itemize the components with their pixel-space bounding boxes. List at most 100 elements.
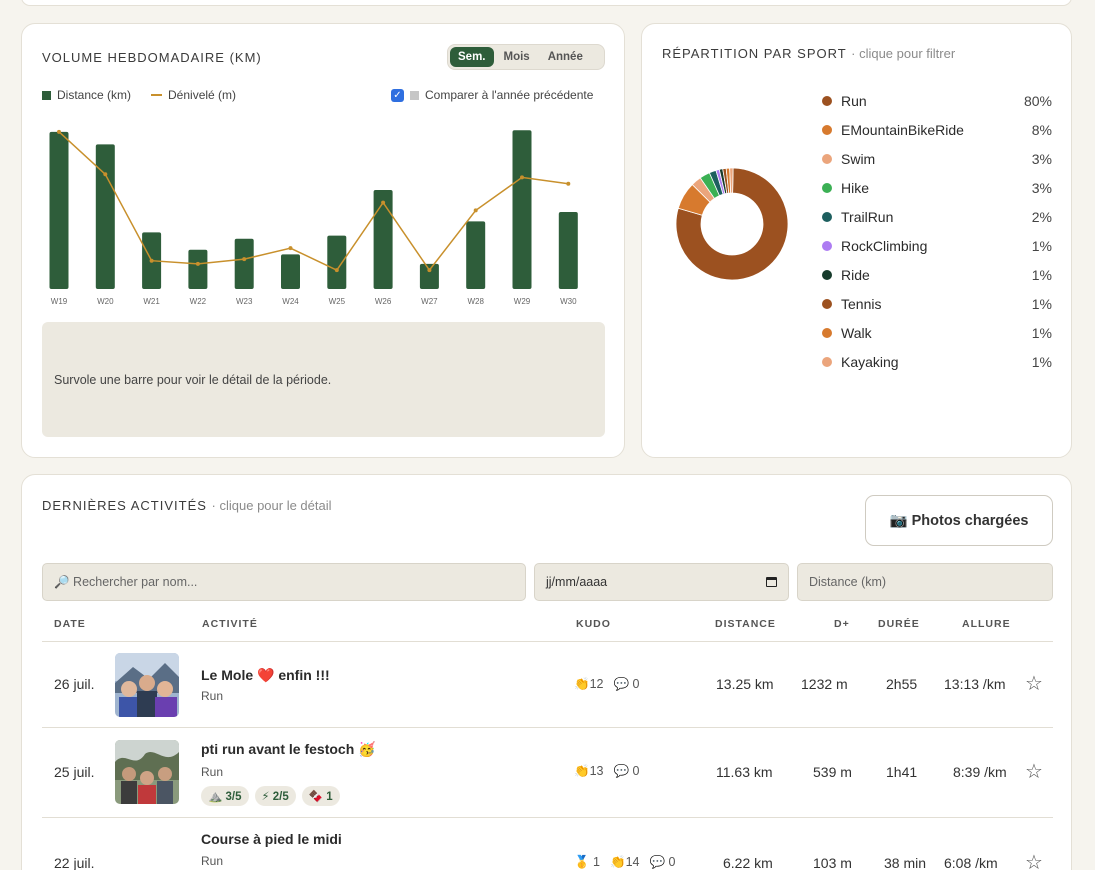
sport-item-emountainbikeride[interactable]: EMountainBikeRide 8%	[822, 115, 1052, 144]
tab-month[interactable]: Mois	[503, 51, 530, 63]
table-row[interactable]: 25 juil. pti run avant le festoch 🥳 Run …	[42, 728, 1053, 818]
distance-bar-W27[interactable]	[419, 263, 439, 289]
activity-photo[interactable]	[115, 653, 179, 717]
col-pace[interactable]: ALLURE	[962, 618, 1011, 630]
search-placeholder: 🔎 Rechercher par nom...	[54, 574, 198, 589]
col-kudo[interactable]: KUDO	[576, 618, 611, 630]
sport-item-run[interactable]: Run 80%	[822, 86, 1052, 115]
sport-item-ride[interactable]: Ride 1%	[822, 260, 1052, 289]
compare-checkbox[interactable]: ✓	[391, 88, 404, 102]
activity-name[interactable]: pti run avant le festoch 🥳	[201, 741, 376, 757]
activity-type: Run	[201, 765, 224, 779]
weekly-volume-card: VOLUME HEBDOMADAIRE (KM) Sem. Mois Année…	[21, 23, 625, 458]
sport-color-dot	[822, 269, 832, 280]
kudos-count: 👏13	[574, 764, 604, 778]
sport-percent: 1%	[1031, 295, 1052, 312]
row-date: 22 juil.	[54, 855, 95, 870]
recent-activities-card: DERNIÈRES ACTIVITÉS · clique pour le dét…	[21, 474, 1072, 870]
col-date[interactable]: DATE	[54, 618, 86, 630]
sport-item-tennis[interactable]: Tennis 1%	[822, 289, 1052, 318]
sport-breakdown-card: RÉPARTITION PAR SPORT · clique pour filt…	[641, 23, 1072, 458]
sport-color-dot	[822, 211, 832, 222]
star-icon[interactable]: ☆	[1025, 673, 1043, 695]
distance-bar-W20[interactable]	[95, 144, 115, 289]
distance-bar-W25[interactable]	[327, 235, 347, 289]
col-distance[interactable]: DISTANCE	[715, 618, 776, 630]
star-icon[interactable]: ☆	[1025, 761, 1043, 783]
sport-percent: 80%	[1023, 92, 1052, 109]
distance-bar-W28[interactable]	[466, 221, 486, 289]
sport-percent: 3%	[1031, 150, 1052, 167]
x-tick-label: W21	[143, 297, 160, 306]
activity-name[interactable]: Le Mole ❤️ enfin !!!	[201, 667, 330, 683]
distance-bar-W23[interactable]	[234, 238, 254, 289]
period-detail-text: Survole une barre pour voir le détail de…	[54, 372, 332, 387]
distance-bar-W24[interactable]	[281, 254, 300, 289]
sport-item-trailrun[interactable]: TrailRun 2%	[822, 202, 1052, 231]
row-pace: 13:13 /km	[944, 676, 1006, 692]
activity-name[interactable]: Course à pied le midi	[201, 831, 342, 847]
weekly-volume-chart[interactable]: W19 W20 W21 W22 W23 W24 W25 W26 W27 W28 W29 W30	[42, 119, 605, 309]
elevation-point-W27	[427, 268, 432, 273]
sport-donut-chart[interactable]	[672, 164, 792, 284]
x-tick-label: W23	[236, 297, 253, 306]
donut-slice-run[interactable]	[675, 167, 789, 281]
sport-color-dot	[822, 153, 832, 164]
kudo-stats: 👏12 💬 0	[574, 677, 639, 692]
sport-hint: · clique pour filtrer	[851, 46, 956, 61]
search-input[interactable]: 🔎 Rechercher par nom...	[42, 563, 526, 601]
col-duration[interactable]: DURÉE	[878, 618, 920, 630]
sport-name: Kayaking	[841, 353, 899, 370]
sport-percent: 1%	[1031, 266, 1052, 283]
distance-bar-W19[interactable]	[49, 131, 69, 289]
sport-color-dot	[822, 182, 832, 193]
row-duration: 2h55	[886, 676, 918, 692]
row-distance: 13.25 km	[716, 676, 774, 692]
loaded-photos-button[interactable]: 📷 Photos chargées	[865, 495, 1053, 546]
activity-photo[interactable]	[115, 740, 179, 804]
activities-title-text: DERNIÈRES ACTIVITÉS	[42, 498, 207, 513]
sport-item-hike[interactable]: Hike 3%	[822, 173, 1052, 202]
elevation-point-W30	[566, 181, 571, 186]
elevation-point-W22	[195, 261, 200, 266]
sport-item-walk[interactable]: Walk 1%	[822, 318, 1052, 347]
sport-item-kayaking[interactable]: Kayaking 1%	[822, 347, 1052, 376]
x-tick-label: W20	[97, 297, 114, 306]
activities-title: DERNIÈRES ACTIVITÉS · clique pour le dét…	[42, 498, 332, 513]
star-icon[interactable]: ☆	[1025, 852, 1043, 870]
sport-color-dot	[822, 95, 832, 106]
table-row[interactable]: 26 juil. Le Mole ❤️ enfin !!! Run 👏12 💬 …	[42, 643, 1053, 728]
calendar-icon[interactable]	[766, 577, 777, 587]
distance-bar-W26[interactable]	[373, 190, 393, 289]
row-distance: 11.63 km	[716, 764, 773, 780]
compare-toggle[interactable]: ✓ Comparer à l'année précédente	[391, 88, 593, 102]
sport-item-rockclimbing[interactable]: RockClimbing 1%	[822, 231, 1052, 260]
kudo-stats: 👏13 💬 0	[574, 764, 639, 779]
sport-percent: 1%	[1031, 237, 1052, 254]
distance-input[interactable]: Distance (km)	[797, 563, 1053, 601]
sport-legend-list: Run 80% EMountainBikeRide 8% Swim 3% Hike 3% Tra…	[822, 86, 1052, 376]
sport-name: Walk	[841, 324, 872, 341]
date-input[interactable]: jj/mm/aaaa	[534, 563, 789, 601]
activity-type: Run	[201, 689, 224, 703]
sport-title-text: RÉPARTITION PAR SPORT	[662, 46, 847, 61]
medal-count: 🥇 1	[574, 855, 600, 869]
row-distance: 6.22 km	[723, 855, 773, 870]
sport-item-swim[interactable]: Swim 3%	[822, 144, 1052, 173]
chocolate-badge: 🍫 1	[301, 786, 340, 806]
col-activity[interactable]: ACTIVITÉ	[202, 618, 258, 630]
tab-year[interactable]: Année	[547, 51, 583, 63]
donut-slice-kayaking[interactable]	[729, 167, 734, 194]
volume-title: VOLUME HEBDOMADAIRE (KM)	[42, 50, 262, 65]
table-row[interactable]: 22 juil. Course à pied le midi Run 🥇 1 👏…	[42, 818, 1053, 870]
col-elevation[interactable]: D+	[834, 618, 850, 630]
period-selector: Sem. Mois Année	[447, 44, 605, 70]
elevation-point-W21	[149, 258, 154, 263]
tab-week[interactable]: Sem.	[450, 47, 494, 67]
distance-bar-W22[interactable]	[188, 249, 208, 289]
elevation-point-W20	[103, 172, 108, 177]
distance-bar-W30[interactable]	[558, 212, 578, 289]
x-tick-label: W24	[282, 297, 299, 306]
row-pace: 8:39 /km	[953, 764, 1007, 780]
distance-bar-W29[interactable]	[512, 130, 532, 289]
